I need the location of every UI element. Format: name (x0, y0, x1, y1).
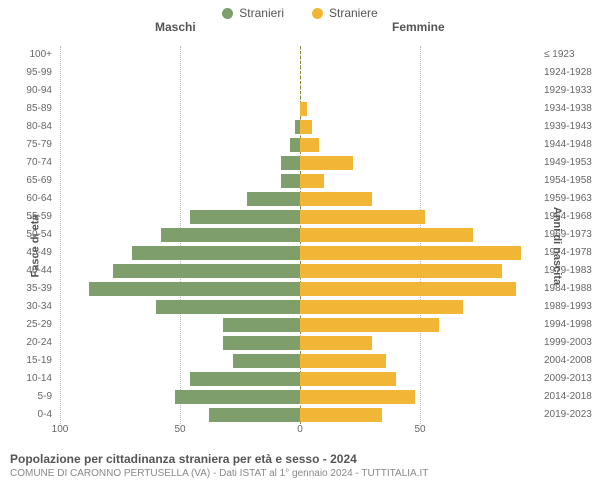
bar-female (300, 102, 307, 116)
bar-male (223, 336, 300, 350)
year-label: 1959-1963 (544, 193, 592, 204)
plot-area (60, 46, 540, 424)
bar-male (247, 192, 300, 206)
year-label: 1994-1998 (544, 319, 592, 330)
x-tick-label: 50 (414, 424, 425, 435)
age-label: 15-19 (0, 355, 52, 366)
age-label: 60-64 (0, 193, 52, 204)
year-label: 1969-1973 (544, 229, 592, 240)
year-label: 1934-1938 (544, 103, 592, 114)
pyramid-chart: Fasce di età Anni di nascita 10050050 10… (0, 46, 600, 446)
bar-male (190, 372, 300, 386)
age-label: 100+ (0, 49, 52, 60)
year-label: 1924-1928 (544, 67, 592, 78)
bar-female (300, 210, 425, 224)
age-label: 70-74 (0, 157, 52, 168)
year-label: 2009-2013 (544, 373, 592, 384)
year-label: 1964-1968 (544, 211, 592, 222)
age-label: 55-59 (0, 211, 52, 222)
bar-female (300, 120, 312, 134)
bar-male (113, 264, 300, 278)
x-tick-label: 0 (297, 424, 303, 435)
age-label: 45-49 (0, 247, 52, 258)
year-label: 1944-1948 (544, 139, 592, 150)
bar-female (300, 246, 521, 260)
bar-male (175, 390, 300, 404)
bar-male (190, 210, 300, 224)
year-label: 1984-1988 (544, 283, 592, 294)
gridline (60, 46, 61, 424)
x-tick-label: 100 (52, 424, 69, 435)
year-label: 1954-1958 (544, 175, 592, 186)
age-label: 5-9 (0, 391, 52, 402)
year-label: 2004-2008 (544, 355, 592, 366)
swatch-male (222, 8, 233, 19)
age-label: 0-4 (0, 409, 52, 420)
x-ticks: 100 50 0 50 (0, 424, 600, 438)
bar-male (161, 228, 300, 242)
bar-male (132, 246, 300, 260)
bar-male (223, 318, 300, 332)
footer-title: Popolazione per cittadinanza straniera p… (10, 452, 590, 466)
legend-male: Stranieri (222, 6, 284, 20)
age-label: 95-99 (0, 67, 52, 78)
bar-female (300, 390, 415, 404)
year-label: 2014-2018 (544, 391, 592, 402)
year-label: 2019-2023 (544, 409, 592, 420)
bar-female (300, 336, 372, 350)
age-label: 30-34 (0, 301, 52, 312)
legend-female: Straniere (312, 6, 378, 20)
bar-female (300, 354, 386, 368)
year-label: ≤ 1923 (544, 49, 575, 60)
bar-female (300, 174, 324, 188)
bar-female (300, 318, 439, 332)
bar-female (300, 156, 353, 170)
age-label: 75-79 (0, 139, 52, 150)
year-label: 1979-1983 (544, 265, 592, 276)
year-label: 1989-1993 (544, 301, 592, 312)
bar-male (290, 138, 300, 152)
age-label: 35-39 (0, 283, 52, 294)
bar-female (300, 138, 319, 152)
bar-female (300, 282, 516, 296)
year-label: 1939-1943 (544, 121, 592, 132)
bar-male (89, 282, 300, 296)
legend-female-label: Straniere (329, 6, 378, 20)
legend: Stranieri Straniere (0, 0, 600, 20)
bar-male (233, 354, 300, 368)
year-label: 1999-2003 (544, 337, 592, 348)
legend-male-label: Stranieri (239, 6, 284, 20)
column-headers: Maschi Femmine (0, 20, 600, 38)
year-label: 1929-1933 (544, 85, 592, 96)
age-label: 80-84 (0, 121, 52, 132)
x-tick-label: 50 (174, 424, 185, 435)
age-label: 40-44 (0, 265, 52, 276)
bar-male (209, 408, 300, 422)
bar-female (300, 300, 463, 314)
age-label: 20-24 (0, 337, 52, 348)
bar-female (300, 192, 372, 206)
bar-female (300, 408, 382, 422)
bar-female (300, 228, 473, 242)
year-label: 1949-1953 (544, 157, 592, 168)
age-label: 50-54 (0, 229, 52, 240)
age-label: 25-29 (0, 319, 52, 330)
bar-male (281, 156, 300, 170)
bar-female (300, 372, 396, 386)
swatch-female (312, 8, 323, 19)
bar-female (300, 264, 502, 278)
year-label: 1974-1978 (544, 247, 592, 258)
age-label: 10-14 (0, 373, 52, 384)
footer-subtitle: COMUNE DI CARONNO PERTUSELLA (VA) - Dati… (10, 468, 590, 479)
age-label: 90-94 (0, 85, 52, 96)
header-female: Femmine (392, 20, 445, 34)
header-male: Maschi (155, 20, 196, 34)
bar-male (281, 174, 300, 188)
age-label: 85-89 (0, 103, 52, 114)
bar-male (156, 300, 300, 314)
footer: Popolazione per cittadinanza straniera p… (10, 452, 590, 479)
age-label: 65-69 (0, 175, 52, 186)
